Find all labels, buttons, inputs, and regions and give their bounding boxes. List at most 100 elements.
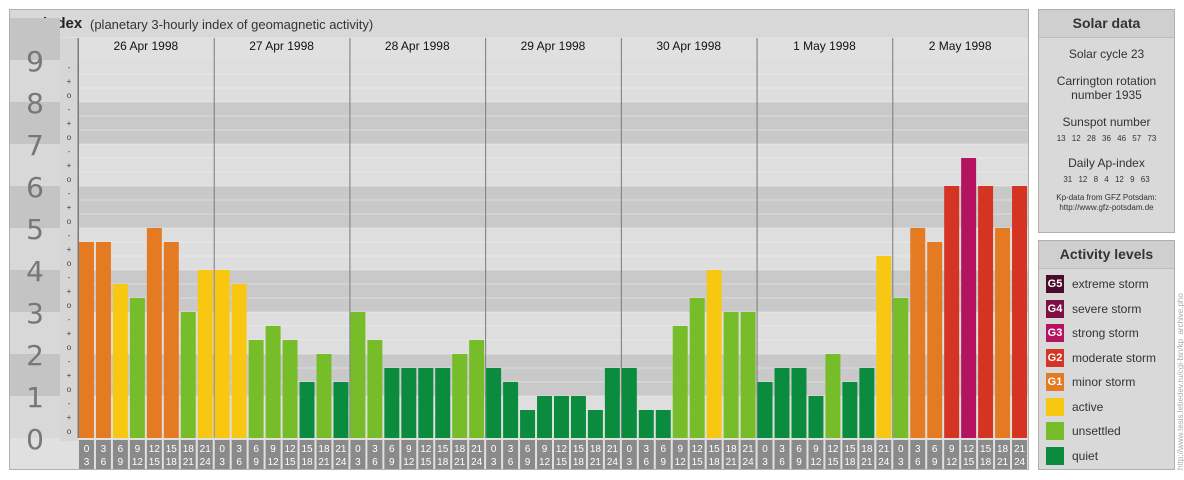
interval-end-label: 9	[525, 457, 531, 468]
date-label: 26 Apr 1998	[113, 39, 178, 53]
interval-start-label: 21	[743, 444, 755, 455]
kp-bar	[418, 367, 434, 438]
kp-bar	[180, 312, 196, 438]
interval-start-label: 18	[861, 444, 873, 455]
interval-start-label: 9	[270, 444, 276, 455]
interval-end-label: 18	[166, 457, 178, 468]
y-axis-band	[10, 60, 60, 102]
interval-start-label: 21	[1014, 444, 1026, 455]
interval-cell	[927, 440, 943, 469]
kp-bar	[79, 241, 94, 438]
interval-end-label: 15	[556, 457, 568, 468]
activity-levels-panel: Activity levels G5 extreme storm G4 severe …	[1038, 240, 1175, 470]
interval-end-label: 18	[301, 457, 313, 468]
y-axis-band	[10, 144, 60, 186]
kp-band	[78, 186, 1028, 228]
interval-start-label: 18	[318, 444, 330, 455]
kp-bar	[723, 312, 739, 438]
y-tick-label: 8	[26, 87, 44, 120]
gfz-credit-line2: http://www.gfz-potsdam.de	[1059, 203, 1154, 212]
interval-cell	[197, 440, 213, 469]
interval-cell	[706, 440, 722, 469]
kp-bar	[163, 241, 179, 438]
kp-bar	[604, 367, 620, 438]
interval-start-label: 0	[627, 444, 633, 455]
interval-start-label: 15	[573, 444, 585, 455]
interval-start-label: 0	[898, 444, 904, 455]
interval-end-label: 15	[149, 457, 161, 468]
minor-tick-column	[60, 38, 78, 441]
interval-end-label: 3	[84, 457, 90, 468]
interval-end-label: 12	[132, 457, 144, 468]
y-axis-band	[10, 354, 60, 396]
y-axis-band	[10, 102, 60, 144]
interval-start-label: 15	[437, 444, 449, 455]
interval-end-label: 24	[335, 457, 347, 468]
date-label: 29 Apr 1998	[521, 39, 586, 53]
carrington-rotation-line2: number 1935	[1071, 88, 1142, 102]
interval-start-label: 6	[118, 444, 124, 455]
interval-cell	[384, 440, 400, 469]
minor-tick-label: +	[67, 119, 72, 128]
y-tick-label: 7	[26, 129, 44, 162]
interval-cell	[248, 440, 264, 469]
interval-end-label: 24	[607, 457, 619, 468]
interval-cell	[774, 440, 790, 469]
date-label: 28 Apr 1998	[385, 39, 450, 53]
kp-bar	[825, 354, 841, 438]
interval-cell	[350, 440, 366, 469]
ap-index-heading: Daily Ap-index	[1068, 156, 1145, 170]
interval-end-label: 21	[997, 457, 1009, 468]
kp-bar	[638, 409, 654, 438]
minor-tick-label: -	[68, 231, 71, 240]
interval-cell	[978, 440, 994, 469]
kp-bar	[452, 354, 468, 438]
kp-bar	[282, 340, 298, 438]
minor-tick-label: o	[67, 385, 72, 394]
interval-end-label: 9	[932, 457, 938, 468]
interval-end-label: 12	[403, 457, 415, 468]
minor-tick-label: -	[68, 63, 71, 72]
interval-cell	[503, 440, 519, 469]
interval-cell	[655, 440, 671, 469]
minor-tick-label: o	[67, 301, 72, 310]
interval-start-label: 18	[454, 444, 466, 455]
interval-end-label: 6	[779, 457, 785, 468]
minor-tick-label: o	[67, 217, 72, 226]
kp-bar	[95, 241, 111, 438]
interval-start-label: 6	[660, 444, 666, 455]
interval-start-label: 12	[420, 444, 432, 455]
kp-bar	[791, 367, 807, 438]
interval-start-label: 3	[372, 444, 378, 455]
kp-bar	[316, 354, 332, 438]
interval-start-label: 12	[692, 444, 704, 455]
y-tick-label: 4	[26, 255, 44, 288]
kp-bar	[587, 409, 603, 438]
interval-end-label: 15	[692, 457, 704, 468]
minor-tick-label: +	[67, 371, 72, 380]
kp-bar	[689, 298, 705, 438]
minor-tick-label: +	[67, 287, 72, 296]
kp-bar	[129, 298, 145, 438]
interval-cell	[961, 440, 977, 469]
interval-cell	[570, 440, 586, 469]
kp-bar	[1012, 186, 1027, 438]
minor-tick-label: +	[67, 413, 72, 422]
solar-data-heading: Solar data	[1039, 10, 1174, 38]
interval-end-label: 21	[454, 457, 466, 468]
minor-tick-label: -	[68, 273, 71, 282]
interval-end-label: 12	[675, 457, 687, 468]
interval-end-label: 15	[284, 457, 296, 468]
ap-index-values: 31 12 8 4 12 9 63	[1063, 175, 1150, 184]
source-url-credit: http://www.tesis.lebedev.ru/cgi-bin/kp_a…	[1176, 293, 1184, 470]
interval-cell	[791, 440, 807, 469]
kp-bar	[995, 228, 1011, 438]
y-tick-label: 9	[26, 45, 44, 78]
interval-start-label: 18	[590, 444, 602, 455]
interval-cell	[265, 440, 281, 469]
interval-start-label: 3	[508, 444, 514, 455]
kp-band	[78, 102, 1028, 144]
interval-end-label: 9	[253, 457, 259, 468]
kp-bar	[893, 298, 909, 438]
kp-bar	[503, 382, 519, 438]
